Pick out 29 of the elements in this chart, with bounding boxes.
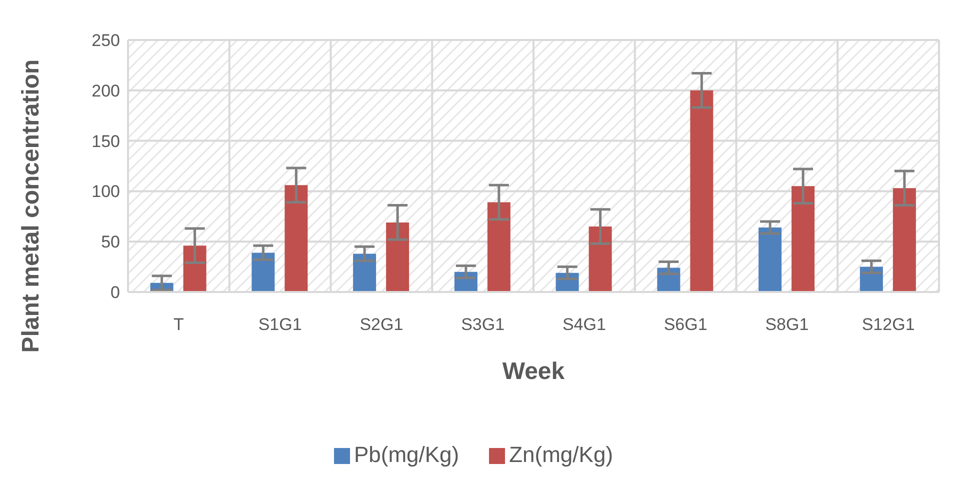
y-tick-label: 200 <box>92 81 120 100</box>
bar <box>792 186 815 292</box>
legend-label: Zn(mg/Kg) <box>509 442 614 467</box>
y-tick-label: 0 <box>110 283 120 302</box>
x-tick-label: S6G1 <box>664 315 708 334</box>
legend-label: Pb(mg/Kg) <box>354 442 460 467</box>
x-tick-label: S3G1 <box>461 315 505 334</box>
bar <box>183 246 206 292</box>
bar <box>588 226 612 292</box>
x-axis-title: Week <box>502 358 566 386</box>
x-tick-label: S1G1 <box>258 315 302 334</box>
y-tick-label: 250 <box>92 31 120 50</box>
bar <box>386 222 410 292</box>
bar <box>353 254 376 292</box>
y-axis-title: Plant metal concentration <box>18 59 45 353</box>
x-tick-label: S4G1 <box>562 315 606 334</box>
bar <box>284 185 308 292</box>
x-tick-label: S12G1 <box>862 315 915 334</box>
bar <box>758 227 782 292</box>
x-tick-label: S2G1 <box>360 315 404 334</box>
y-tick-label: 100 <box>92 182 120 202</box>
bar <box>892 188 916 292</box>
bar <box>487 202 510 292</box>
y-tick-label: 50 <box>101 232 120 252</box>
y-tick-label: 150 <box>92 132 120 151</box>
x-tick-label: S8G1 <box>765 315 809 334</box>
bar <box>252 252 275 292</box>
x-tick-label: T <box>173 315 184 334</box>
bar <box>690 90 714 292</box>
